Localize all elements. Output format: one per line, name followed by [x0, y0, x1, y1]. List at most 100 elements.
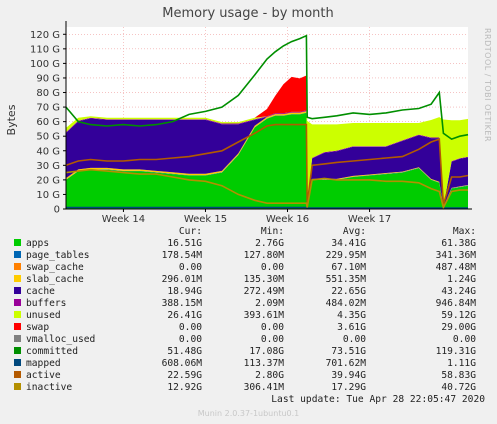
legend-swatch — [14, 298, 24, 310]
legend-header-avg: Avg: — [342, 226, 366, 237]
y-tick-label: 70 G — [36, 103, 60, 114]
stacked-areas — [66, 75, 468, 209]
y-tick-label: 90 G — [36, 73, 60, 84]
y-tick-label: 40 G — [36, 146, 60, 157]
legend-min: 127.80M — [243, 250, 284, 261]
legend-avg: 17.29G — [331, 382, 366, 393]
legend-max: 40.72G — [441, 382, 476, 393]
legend-swatch — [14, 382, 24, 394]
y-tick-label: 110 G — [30, 44, 60, 55]
legend-max: 29.00G — [441, 322, 476, 333]
legend-min: 113.37M — [243, 358, 284, 369]
line-inactive — [65, 168, 468, 210]
legend: Cur: Min: Avg: Max: apps 16.51G 2.76G 34.41… — [14, 226, 490, 394]
x-tick-label: Week 15 — [184, 214, 227, 224]
legend-swatch — [14, 370, 24, 382]
legend-avg: 551.35M — [325, 274, 366, 285]
x-tick-label: Week 17 — [348, 214, 391, 224]
legend-swatch — [14, 238, 24, 250]
legend-cur: 0.00 — [178, 334, 202, 345]
legend-name: unused — [26, 310, 61, 321]
legend-row-active: active 22.59G 2.80G 39.94G 58.83G — [14, 370, 490, 382]
legend-name: cache — [26, 286, 55, 297]
area-unused — [66, 110, 468, 207]
legend-row-page_tables: page_tables 178.54M 127.80M 229.95M 341.36M — [14, 250, 490, 262]
legend-row-slab_cache: slab_cache 296.01M 135.30M 551.35M 1.24G — [14, 274, 490, 286]
legend-name: vmalloc_used — [26, 334, 96, 345]
legend-max: 1.11G — [447, 358, 476, 369]
legend-cur: 608.06M — [161, 358, 202, 369]
legend-min: 135.30M — [243, 274, 284, 285]
area-cache — [66, 111, 468, 207]
legend-cur: 12.92G — [167, 382, 202, 393]
legend-row-swap_cache: swap_cache 0.00 0.00 67.10M 487.48M — [14, 262, 490, 274]
legend-min: 272.49M — [243, 286, 284, 297]
series-lines — [65, 34, 469, 210]
legend-swatch — [14, 310, 24, 322]
legend-min: 393.61M — [243, 310, 284, 321]
legend-row-committed: committed 51.48G 17.08G 73.51G 119.31G — [14, 346, 490, 358]
legend-avg: 0.00 — [342, 334, 366, 345]
legend-header: Cur: Min: Avg: Max: — [14, 226, 490, 238]
munin-version-footer: Munin 2.0.37-1ubuntu0.1 — [197, 409, 300, 418]
legend-cur: 22.59G — [167, 370, 202, 381]
legend-min: 0.00 — [260, 322, 284, 333]
legend-avg: 34.41G — [331, 238, 366, 249]
rrdtool-side-label: RRDTOOL / TOBI OETIKER — [483, 28, 492, 142]
legend-avg: 22.65G — [331, 286, 366, 297]
y-tick-label: 20 G — [36, 175, 60, 186]
legend-min: 2.80G — [255, 370, 284, 381]
y-tick-label: 120 G — [30, 30, 60, 41]
y-tick-label: 100 G — [30, 59, 60, 70]
legend-cur: 18.94G — [167, 286, 202, 297]
legend-min: 2.76G — [255, 238, 284, 249]
legend-cur: 388.15M — [161, 298, 202, 309]
y-axis-label: Bytes — [5, 104, 18, 135]
chart-title: Memory usage - by month — [162, 6, 333, 21]
legend-avg: 3.61G — [337, 322, 366, 333]
legend-row-cache: cache 18.94G 272.49M 22.65G 43.24G — [14, 286, 490, 298]
legend-cur: 178.54M — [161, 250, 202, 261]
legend-name: committed — [26, 346, 78, 357]
legend-name: swap_cache — [26, 262, 84, 273]
legend-avg: 4.35G — [337, 310, 366, 321]
legend-cur: 296.01M — [161, 274, 202, 285]
legend-header-min: Min: — [260, 226, 284, 237]
legend-min: 2.09M — [255, 298, 284, 309]
legend-row-buffers: buffers 388.15M 2.09M 484.02M 946.84M — [14, 298, 490, 310]
legend-min: 306.41M — [243, 382, 284, 393]
legend-name: active — [26, 370, 61, 381]
legend-swatch — [14, 334, 24, 346]
legend-min: 17.08G — [249, 346, 284, 357]
last-update: Last update: Tue Apr 28 22:05:47 2020 — [271, 394, 485, 405]
legend-rows: apps 16.51G 2.76G 34.41G 61.38G page_tables 17… — [14, 238, 490, 394]
area-apps — [66, 112, 468, 209]
y-tick-label: 0 — [54, 205, 60, 216]
legend-avg: 39.94G — [331, 370, 366, 381]
legend-row-apps: apps 16.51G 2.76G 34.41G 61.38G — [14, 238, 490, 250]
legend-max: 487.48M — [435, 262, 476, 273]
legend-cur: 0.00 — [178, 322, 202, 333]
legend-cur: 0.00 — [178, 262, 202, 273]
legend-row-swap: swap 0.00 0.00 3.61G 29.00G — [14, 322, 490, 334]
legend-max: 119.31G — [435, 346, 476, 357]
legend-swatch — [14, 358, 24, 370]
legend-avg: 484.02M — [325, 298, 366, 309]
legend-name: buffers — [26, 298, 67, 309]
x-tick-label: Week 14 — [102, 214, 145, 224]
legend-swatch — [14, 322, 24, 334]
legend-avg: 701.62M — [325, 358, 366, 369]
legend-avg: 73.51G — [331, 346, 366, 357]
memory-chart: Memory usage - by month Bytes RRDTOOL / … — [5, 6, 492, 224]
legend-header-cur: Cur: — [178, 226, 202, 237]
legend-min: 0.00 — [260, 262, 284, 273]
legend-name: page_tables — [26, 250, 90, 261]
legend-name: slab_cache — [26, 274, 84, 285]
legend-name: swap — [26, 322, 50, 333]
legend-row-unused: unused 26.41G 393.61M 4.35G 59.12G — [14, 310, 490, 322]
legend-swatch — [14, 262, 24, 274]
line-active — [65, 123, 469, 205]
legend-max: 61.38G — [441, 238, 476, 249]
y-tick-label: 30 G — [36, 161, 60, 172]
y-tick-label: 60 G — [36, 117, 60, 128]
